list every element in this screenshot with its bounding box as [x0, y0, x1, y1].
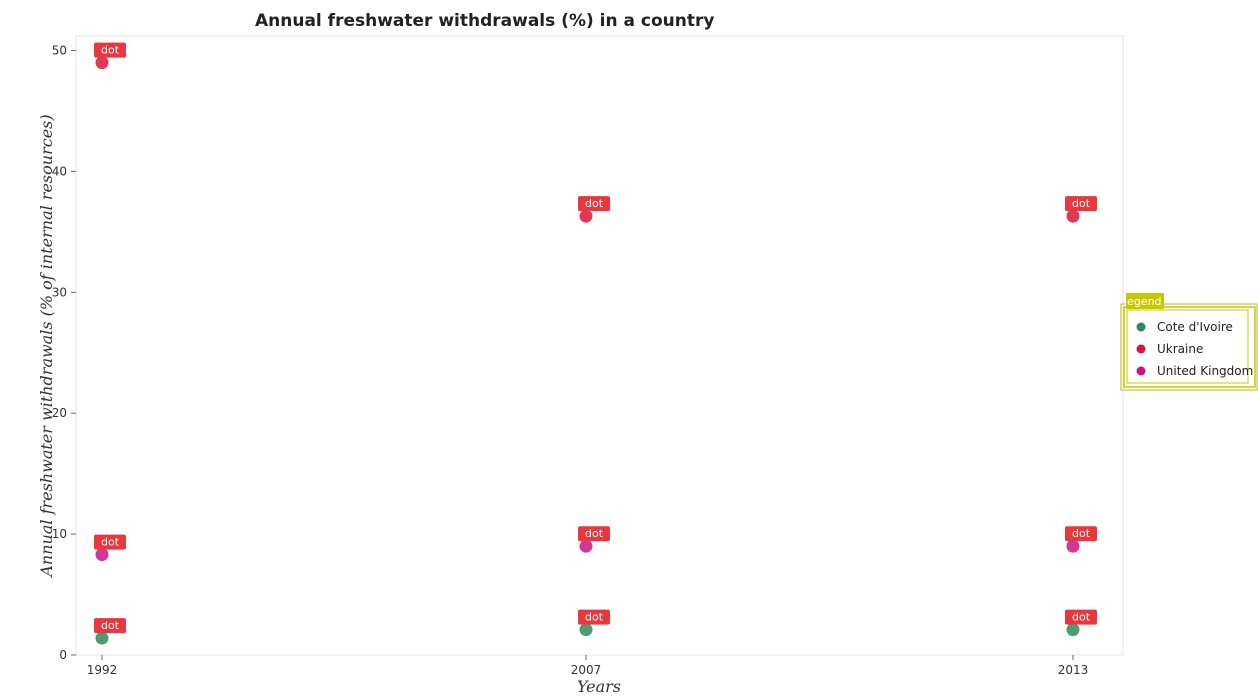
- y-tick-label: 50: [52, 44, 67, 58]
- legend-items: Cote d'Ivoire Ukraine United Kingdom: [1136, 320, 1253, 378]
- data-label-box: [578, 609, 610, 625]
- data-label: dot: [585, 197, 604, 210]
- data-label-box: [1065, 609, 1097, 625]
- data-label-box: [578, 526, 610, 542]
- data-label-box: [1065, 196, 1097, 212]
- legend-frame: [1123, 306, 1256, 388]
- legend-marker: [1136, 366, 1146, 376]
- x-axis-label: Years: [577, 677, 621, 696]
- data-label-box: [94, 618, 126, 634]
- data-point: [1066, 209, 1080, 223]
- legend-title-badge: [1126, 293, 1164, 309]
- x-tick-label: 2013: [1058, 663, 1089, 677]
- y-tick-label: 20: [52, 406, 67, 420]
- data-point: [95, 631, 109, 645]
- data-point: [579, 539, 593, 553]
- y-tick-label: 40: [52, 164, 67, 178]
- data-point: [95, 56, 109, 70]
- legend-title: legend: [1124, 295, 1162, 308]
- legend-label: Ukraine: [1157, 342, 1203, 356]
- data-point: [579, 623, 593, 637]
- y-axis-label: Annual freshwater withdrawals (% of inte…: [37, 114, 56, 578]
- data-label-box: [94, 42, 126, 58]
- data-label: dot: [585, 611, 604, 624]
- data-label: dot: [101, 44, 120, 57]
- data-label: dot: [101, 619, 120, 632]
- data-label: dot: [1072, 611, 1091, 624]
- data-point: [1066, 539, 1080, 553]
- chart-title: Annual freshwater withdrawals (%) in a c…: [255, 11, 714, 31]
- x-axis: 1992 2007 2013: [87, 655, 1089, 677]
- legend-outer-frame: [1120, 303, 1258, 391]
- legend-inner-frame: [1126, 309, 1249, 384]
- data-point-labels: dot dot dot dot dot dot dot dot dot: [94, 42, 1097, 634]
- legend: legend Cote d'Ivoire Ukraine United Kingdo…: [1120, 293, 1258, 391]
- y-axis: 0 10 20 30 40 50: [52, 44, 76, 662]
- legend-label: United Kingdom: [1157, 364, 1253, 378]
- y-tick-label: 30: [52, 285, 67, 299]
- plot-area: [75, 35, 1124, 656]
- data-label: dot: [585, 527, 604, 540]
- data-label: dot: [1072, 527, 1091, 540]
- data-point: [1066, 623, 1080, 637]
- data-points: [95, 56, 1080, 645]
- data-label: dot: [101, 536, 120, 549]
- x-tick-label: 1992: [87, 663, 118, 677]
- legend-marker: [1136, 344, 1146, 354]
- data-label: dot: [1072, 197, 1091, 210]
- data-label-box: [94, 534, 126, 550]
- data-point: [95, 548, 109, 562]
- legend-marker: [1136, 322, 1146, 332]
- data-point: [579, 209, 593, 223]
- legend-label: Cote d'Ivoire: [1157, 320, 1233, 334]
- data-label-box: [578, 196, 610, 212]
- data-label-box: [1065, 526, 1097, 542]
- x-tick-label: 2007: [571, 663, 602, 677]
- y-tick-label: 0: [59, 648, 67, 662]
- y-tick-label: 10: [52, 527, 67, 541]
